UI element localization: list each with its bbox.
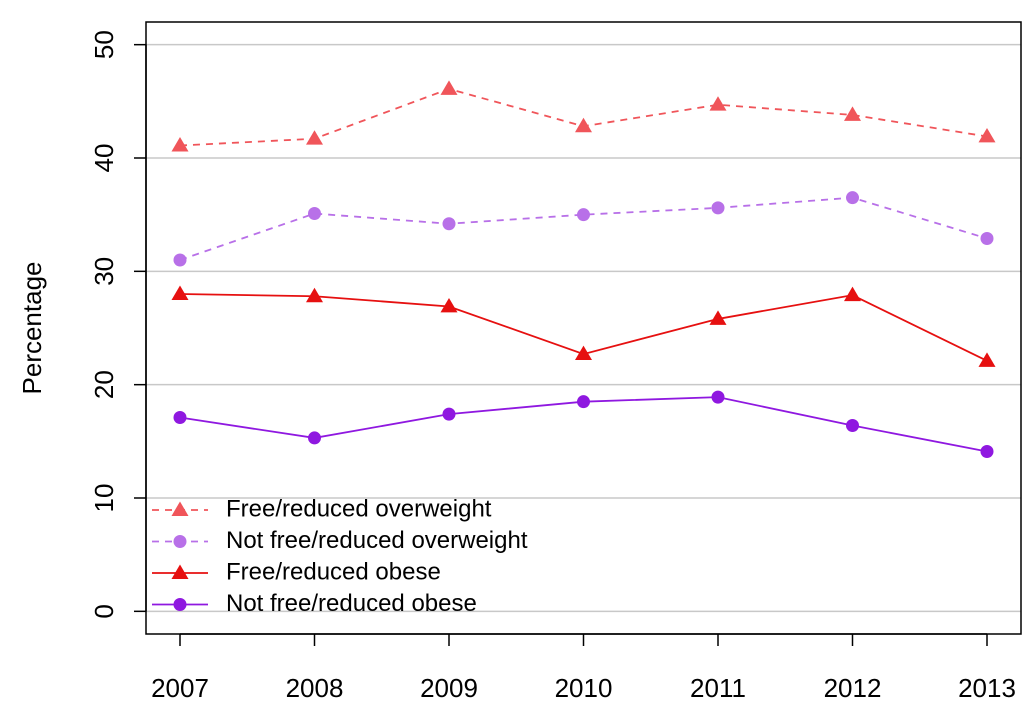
data-point xyxy=(575,117,592,133)
series-line xyxy=(179,196,988,261)
legend-marker xyxy=(171,564,189,579)
x-tick-label: 2012 xyxy=(824,673,882,703)
data-point xyxy=(577,395,590,409)
data-point xyxy=(173,411,187,425)
legend-marker xyxy=(171,501,189,516)
series-4 xyxy=(173,390,994,459)
data-point xyxy=(440,297,458,313)
data-point xyxy=(442,217,456,231)
legend-label: Not free/reduced obese xyxy=(226,590,477,617)
data-point xyxy=(844,106,861,121)
x-axis: 2007 2008 2009 2010 2011 2012 2013 xyxy=(151,633,1016,703)
legend-item: Free/reduced overweight xyxy=(152,495,492,522)
data-point xyxy=(978,127,996,143)
legend: Free/reduced overweight Not free/reduced … xyxy=(152,495,528,617)
y-tick-label: 40 xyxy=(89,144,119,173)
x-tick-label: 2011 xyxy=(690,673,746,703)
y-tick-label: 10 xyxy=(89,484,119,513)
x-tick-label: 2007 xyxy=(151,673,209,703)
y-tick-label: 30 xyxy=(89,257,119,286)
data-point xyxy=(711,390,725,404)
y-tick-label: 0 xyxy=(89,604,119,618)
data-point xyxy=(844,286,861,302)
data-point xyxy=(440,80,458,95)
legend-label: Free/reduced obese xyxy=(226,558,441,585)
legend-item: Not free/reduced obese xyxy=(152,590,477,617)
data-point xyxy=(709,310,727,325)
legend-label: Free/reduced overweight xyxy=(226,495,492,522)
y-tick-label: 50 xyxy=(89,30,119,59)
legend-label: Not free/reduced overweight xyxy=(226,527,528,554)
data-point xyxy=(980,231,994,245)
data-point xyxy=(577,208,590,222)
x-tick-label: 2008 xyxy=(286,673,344,703)
legend-marker xyxy=(173,535,187,548)
series-3 xyxy=(171,285,996,367)
data-point xyxy=(308,431,321,445)
series-1 xyxy=(171,80,996,152)
x-tick-label: 2010 xyxy=(555,673,613,703)
data-point xyxy=(846,191,859,205)
data-point xyxy=(980,445,994,459)
x-tick-label: 2009 xyxy=(420,673,478,703)
grid-lines xyxy=(146,43,1021,613)
data-point xyxy=(173,253,187,267)
data-point xyxy=(171,137,189,152)
data-point xyxy=(171,285,189,300)
legend-item: Not free/reduced overweight xyxy=(152,527,528,554)
data-point xyxy=(709,96,727,111)
x-tick-label: 2013 xyxy=(958,673,1016,703)
data-point xyxy=(711,201,725,215)
data-point xyxy=(442,407,456,421)
data-point xyxy=(306,130,323,145)
series-2 xyxy=(173,191,994,267)
data-point xyxy=(978,352,996,367)
data-point xyxy=(846,418,859,432)
legend-item: Free/reduced obese xyxy=(152,558,441,585)
series-line xyxy=(179,87,988,147)
data-point xyxy=(306,287,323,303)
data-point xyxy=(308,207,321,221)
y-axis-label: Percentage xyxy=(17,262,47,395)
series-layer xyxy=(171,80,996,459)
y-tick-label: 20 xyxy=(89,370,119,399)
data-point xyxy=(575,345,592,361)
legend-marker xyxy=(173,598,187,611)
y-axis: 0 10 20 30 40 50 xyxy=(89,30,147,619)
